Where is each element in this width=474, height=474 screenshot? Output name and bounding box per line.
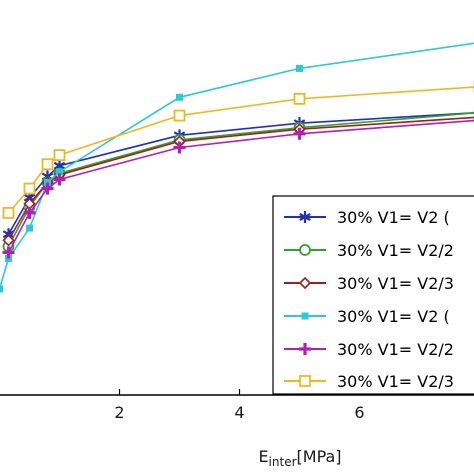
legend-marker-5 [299,343,311,355]
series-6-point-6 [293,92,306,105]
series-6-point-1 [2,206,15,219]
series-4-point-4 [44,178,51,186]
series-4-point-7 [296,64,303,72]
series-5-point-1 [2,246,15,259]
legend-entry-1: 30% V1= V2 ( [284,208,450,227]
legend-marker-2 [299,244,311,256]
series-3-point-1 [2,234,15,247]
legend-label-1: 30% V1= V2 ( [337,208,450,227]
legend-entry-2: 30% V1= V2/2 [284,241,454,260]
x-tick-label-4: 4 [234,403,244,422]
series-6 [2,80,474,219]
x-axis-label-main: E [258,447,268,466]
series-5-point-3 [41,182,54,195]
series-5-point-2 [23,206,36,219]
legend-label-6: 30% V1= V2/3 [337,372,454,391]
legend-label-5: 30% V1= V2/2 [337,340,454,359]
legend-marker-6 [299,375,311,387]
series-4-point-2 [5,255,12,263]
legend-entry-6: 30% V1= V2/3 [284,372,454,391]
series-5-point-4 [53,173,66,186]
legend-label-2: 30% V1= V2/2 [337,241,454,260]
legend-marker-4 [301,312,309,320]
x-tick-label-2: 2 [114,403,124,422]
x-tick-label-6: 6 [354,403,364,422]
series-6-line [7,86,474,214]
legend-entry-3: 30% V1= V2/3 [284,274,454,293]
legend-entry-4: 30% V1= V2 ( [284,307,450,326]
legend-entry-5: 30% V1= V2/2 [284,340,454,359]
legend-label-4: 30% V1= V2 ( [337,307,450,326]
legend-box [272,195,474,395]
x-axis-label-unit: [MPa] [297,447,342,466]
series-5-point-5 [173,141,186,154]
x-axis-label-subscript: inter [269,455,297,469]
series-6-point-4 [53,149,66,162]
series-4-point-5 [56,168,63,176]
series-5 [2,118,474,259]
legend-marker-1 [299,211,311,223]
x-axis-label: Einter[MPa] [258,447,341,469]
series-4-point-6 [176,93,183,101]
legend-marker-3 [298,276,312,290]
legend: 30% V1= V2 ( 30% V1= V2/2 30% V1= V2/3 30% … [272,195,474,395]
series-layer [0,42,474,293]
legend-label-3: 30% V1= V2/3 [337,274,454,293]
series-4-point-3 [26,224,33,232]
series-6-point-3 [41,158,54,171]
series-6-point-5 [173,109,186,122]
series-5-point-6 [293,127,306,140]
series-6-point-2 [23,182,36,195]
series-4-point-1 [0,285,3,293]
